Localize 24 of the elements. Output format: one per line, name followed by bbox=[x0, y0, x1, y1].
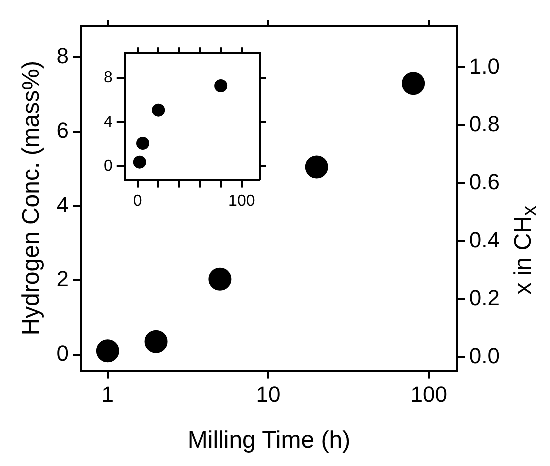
x-tick-label: 100 bbox=[228, 192, 256, 210]
x-tick-label: 10 bbox=[256, 382, 281, 408]
y-tick-label: 0 bbox=[104, 158, 113, 176]
y-tick-label: 4 bbox=[104, 114, 113, 131]
y-tick-label: 8 bbox=[104, 70, 113, 87]
y2-tick-label: 0.4 bbox=[469, 227, 500, 252]
x-tick-label: 1 bbox=[102, 382, 114, 408]
y2-tick-label: 0.2 bbox=[469, 285, 500, 310]
y-axis-title: Hydrogen Conc. (mass%) bbox=[18, 61, 46, 336]
x-tick-label: 100 bbox=[410, 382, 448, 408]
y2-tick-label: 1.0 bbox=[469, 54, 500, 79]
y-tick-label: 0 bbox=[56, 340, 70, 366]
y-tick-label: 8 bbox=[56, 44, 70, 69]
y2-tick-label: 0.8 bbox=[469, 112, 500, 137]
y2-tick-label: 0.0 bbox=[469, 343, 500, 368]
point bbox=[133, 156, 146, 169]
x-axis-title: Milling Time (h) bbox=[188, 427, 351, 454]
y-tick-label: 6 bbox=[56, 118, 70, 143]
y2-tick-label: 0.6 bbox=[469, 170, 500, 195]
y-tick-label: 2 bbox=[56, 266, 70, 292]
point bbox=[152, 104, 166, 117]
point bbox=[214, 80, 228, 93]
point bbox=[136, 137, 150, 150]
y-tick-label: 4 bbox=[56, 192, 70, 218]
